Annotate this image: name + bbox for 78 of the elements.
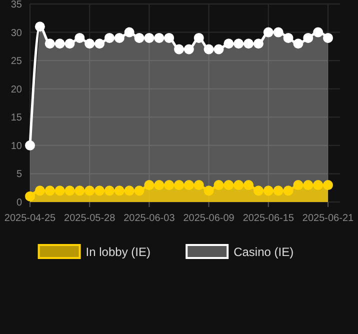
point (224, 180, 234, 190)
y-tick-label: 10 (10, 140, 22, 152)
point (84, 186, 95, 196)
point (74, 186, 85, 196)
point (174, 180, 184, 190)
point (283, 32, 294, 43)
point (164, 180, 174, 190)
point (54, 38, 65, 49)
point (253, 38, 264, 49)
point (253, 186, 264, 196)
point (244, 180, 254, 190)
point (204, 44, 214, 54)
legend-label: In lobby (IE) (86, 245, 151, 260)
y-tick-label: 0 (16, 198, 22, 208)
point (44, 38, 55, 49)
point (214, 180, 224, 190)
point (64, 186, 75, 196)
point (84, 38, 95, 49)
point (25, 191, 35, 202)
point (114, 186, 124, 196)
point (94, 38, 105, 49)
x-tick-label: 2025-06-03 (124, 213, 176, 224)
point (273, 27, 284, 38)
point (283, 186, 294, 196)
point (144, 180, 154, 190)
point (323, 32, 333, 43)
x-tick-label: 2025-06-21 (302, 213, 354, 224)
point (154, 32, 164, 43)
point (124, 27, 134, 38)
point (293, 180, 304, 190)
point (293, 38, 304, 49)
legend-label: Casino (IE) (234, 245, 294, 260)
point (234, 180, 244, 190)
point (154, 180, 164, 190)
point (184, 44, 194, 54)
point (134, 32, 144, 43)
point (124, 186, 134, 196)
point (234, 38, 244, 49)
x-tick-label: 2025-06-09 (183, 213, 235, 224)
point (194, 180, 204, 190)
point (134, 186, 144, 196)
point (164, 32, 174, 43)
point (263, 27, 274, 38)
point (44, 186, 55, 196)
point (273, 186, 284, 196)
point (323, 180, 333, 190)
point (54, 186, 65, 196)
point (104, 186, 114, 196)
point (25, 140, 35, 150)
point (114, 32, 124, 43)
point (74, 32, 85, 43)
y-tick-label: 20 (10, 84, 22, 96)
x-tick-label: 2025-05-28 (64, 213, 116, 224)
y-tick-label: 30 (10, 28, 22, 39)
y-tick-label: 25 (10, 56, 22, 68)
point (104, 32, 114, 43)
point (313, 27, 324, 38)
point (144, 32, 154, 43)
point (313, 180, 324, 190)
x-tick-label: 2025-06-15 (242, 213, 294, 224)
point (303, 180, 314, 190)
y-tick-label: 35 (10, 0, 22, 10)
y-tick-label: 15 (10, 112, 22, 124)
point (303, 32, 314, 43)
point (204, 186, 214, 196)
point (34, 186, 45, 196)
point (94, 186, 105, 196)
point (184, 180, 194, 190)
y-tick-label: 5 (16, 169, 22, 180)
point (64, 38, 75, 49)
point (194, 32, 204, 43)
point (224, 38, 234, 49)
point (214, 44, 224, 54)
point (34, 22, 45, 32)
point (174, 44, 184, 54)
x-tick-label: 2025-04-25 (4, 213, 56, 224)
point (263, 186, 274, 196)
point (244, 38, 254, 49)
